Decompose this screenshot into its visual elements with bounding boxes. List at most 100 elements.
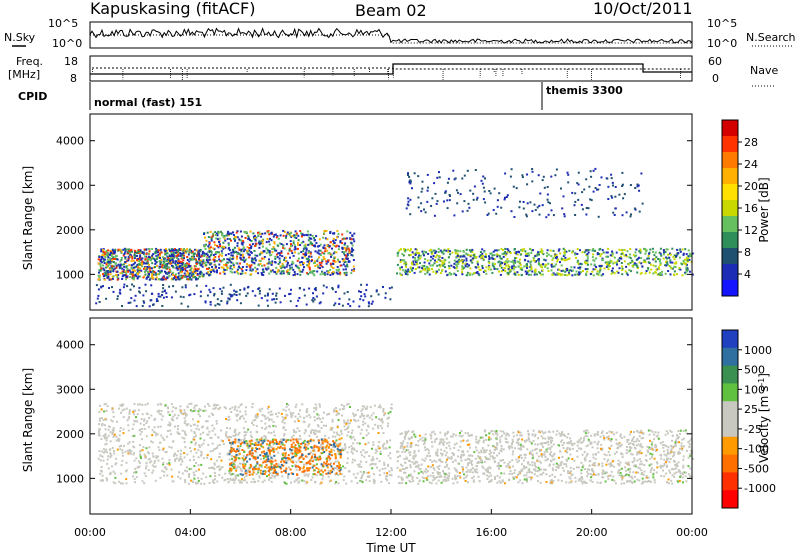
scatter-cell [445, 250, 447, 252]
scatter-cell [309, 416, 311, 418]
scatter-cell [153, 271, 155, 273]
scatter-cell [243, 250, 245, 252]
scatter-cell [99, 264, 101, 266]
scatter-cell [106, 478, 108, 480]
scatter-cell [100, 267, 102, 269]
scatter-cell [299, 287, 301, 289]
scatter-cell [352, 436, 354, 438]
scatter-cell [588, 186, 590, 188]
scatter-cell [101, 466, 103, 468]
scatter-cell [290, 414, 292, 416]
scatter-cell [221, 250, 223, 252]
scatter-cell [238, 406, 240, 408]
scatter-cell [119, 293, 121, 295]
scatter-cell [100, 250, 102, 252]
scatter-cell [462, 440, 464, 442]
scatter-cell [150, 284, 152, 286]
scatter-cell [198, 469, 200, 471]
scatter-cell [422, 181, 424, 183]
scatter-cell [419, 262, 421, 264]
scatter-cell [220, 300, 222, 302]
scatter-cell [188, 483, 190, 485]
scatter-cell [346, 435, 348, 437]
scatter-cell [571, 251, 573, 253]
scatter-cell [290, 243, 292, 245]
scatter-cell [332, 271, 334, 273]
scatter-cell [145, 258, 147, 260]
scatter-cell [229, 478, 231, 480]
scatter-cell [132, 428, 134, 430]
scatter-cell [638, 250, 640, 252]
scatter-cell [203, 252, 205, 254]
scatter-cell [374, 424, 376, 426]
scatter-cell [334, 436, 336, 438]
scatter-cell [505, 254, 507, 256]
scatter-cell [410, 266, 412, 268]
scatter-cell [223, 236, 225, 238]
scatter-cell [450, 265, 452, 267]
scatter-cell [242, 248, 244, 250]
scatter-cell [627, 250, 629, 252]
scatter-cell [145, 269, 147, 271]
scatter-cell [197, 421, 199, 423]
scatter-cell [297, 418, 299, 420]
scatter-cell [466, 249, 468, 251]
scatter-cell [142, 413, 144, 415]
scatter-cell [524, 259, 526, 261]
scatter-cell [616, 264, 618, 266]
scatter-cell [455, 274, 457, 276]
scatter-cell [386, 475, 388, 477]
scatter-cell [162, 437, 164, 439]
scatter-cell [186, 470, 188, 472]
scatter-cell [106, 451, 108, 453]
scatter-cell [225, 418, 227, 420]
scatter-cell [578, 447, 580, 449]
scatter-cell [244, 232, 246, 234]
scatter-cell [329, 252, 331, 254]
scatter-cell [474, 272, 476, 274]
scatter-cell [141, 431, 143, 433]
scatter-cell [134, 403, 136, 405]
scatter-cell [211, 413, 213, 415]
scatter-cell [396, 272, 398, 274]
scatter-cell [134, 274, 136, 276]
scatter-cell [366, 406, 368, 408]
scatter-cell [558, 269, 560, 271]
scatter-cell [324, 244, 326, 246]
scatter-cell [260, 458, 262, 460]
scatter-cell [155, 480, 157, 482]
scatter-cell [142, 480, 144, 482]
scatter-cell [621, 172, 623, 174]
scatter-cell [360, 433, 362, 435]
scatter-cell [330, 256, 332, 258]
scatter-cell [319, 431, 321, 433]
scatter-cell [249, 266, 251, 268]
scatter-cell [321, 478, 323, 480]
scatter-cell [113, 275, 115, 277]
scatter-cell [101, 423, 103, 425]
scatter-cell [113, 429, 115, 431]
scatter-cell [420, 210, 422, 212]
scatter-cell [434, 215, 436, 217]
scatter-cell [197, 270, 199, 272]
scatter-cell [129, 411, 131, 413]
scatter-cell [264, 416, 266, 418]
scatter-cell [127, 450, 129, 452]
scatter-cell [409, 213, 411, 215]
scatter-cell [263, 250, 265, 252]
scatter-cell [474, 186, 476, 188]
scatter-cell [298, 439, 300, 441]
scatter-cell [124, 252, 126, 254]
scatter-cell [344, 248, 346, 250]
scatter-cell [634, 187, 636, 189]
scatter-cell [343, 420, 345, 422]
scatter-cell [106, 410, 108, 412]
scatter-cell [542, 269, 544, 271]
scatter-cell [303, 234, 305, 236]
scatter-cell [230, 252, 232, 254]
scatter-cell [469, 190, 471, 192]
scatter-cell [149, 279, 151, 281]
scatter-cell [213, 259, 215, 261]
scatter-cell [109, 452, 111, 454]
scatter-cell [362, 481, 364, 483]
